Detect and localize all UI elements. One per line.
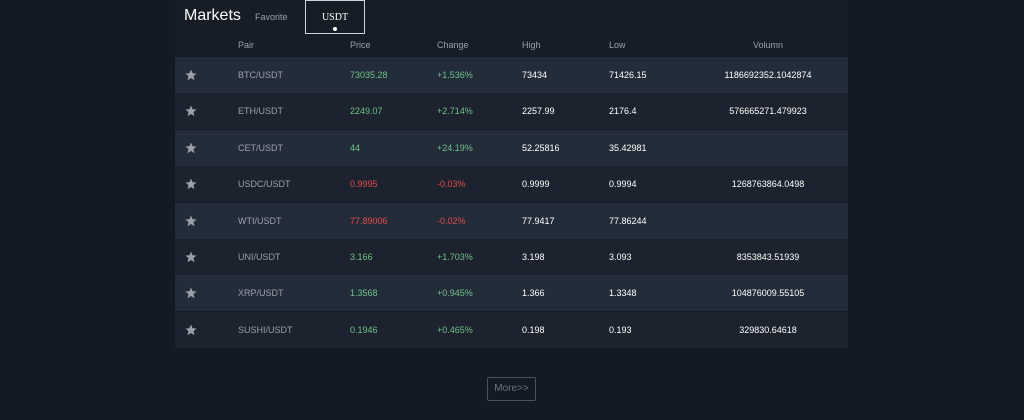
cell-0: CET/USDT: [238, 142, 283, 153]
cell-5: 1268763864.0498: [731, 179, 805, 190]
table-row: [175, 57, 848, 93]
favorite-star[interactable]: [185, 324, 197, 336]
cell-4: 3.093: [609, 252, 632, 262]
cell-0: WTI/USDT: [238, 215, 282, 226]
cell-3: 77.9417: [522, 215, 555, 226]
star-shape: [185, 69, 197, 81]
cell-3: 0.198: [522, 324, 545, 335]
cell-1: 0.1946: [350, 324, 378, 335]
star-shape: [185, 287, 197, 299]
table-row: [175, 311, 848, 348]
favorite-star[interactable]: [185, 142, 197, 154]
favorite-star[interactable]: [185, 287, 197, 299]
cell-4: 71426.15: [609, 70, 647, 80]
cell-4: 35.42981: [609, 142, 647, 153]
cell-0: XRP/USDT: [238, 288, 284, 299]
column-header: Low: [609, 40, 626, 50]
table-row: [175, 239, 848, 275]
cell-5: 1186692352.1042874: [724, 70, 812, 80]
table-row: [175, 275, 848, 312]
star-shape: [185, 178, 197, 190]
table-row: [175, 202, 848, 239]
tab-indicator: [333, 27, 337, 31]
title: Markets: [184, 7, 241, 24]
cell-1: 2249.07: [350, 106, 383, 117]
star-shape: [185, 251, 197, 263]
cell-1: 44: [350, 142, 361, 153]
column-header: Price: [350, 40, 371, 50]
cell-0: ETH/USDT: [238, 106, 283, 117]
cell-1: 1.3568: [350, 288, 378, 299]
cell-4: 1.3348: [609, 288, 637, 299]
column-header: Change: [437, 40, 469, 50]
cell-3: 52.25816: [522, 142, 560, 153]
cell-1: 3.166: [350, 252, 373, 262]
table-row: [175, 93, 848, 130]
cell-3: 0.9999: [522, 179, 550, 190]
cell-4: 77.86244: [609, 215, 647, 226]
tab-usdt[interactable]: USDT: [305, 0, 365, 34]
cell-2: +0.945%: [437, 288, 473, 299]
column-header: Volumn: [752, 40, 784, 50]
star-shape: [185, 142, 197, 153]
cell-2: +24.19%: [437, 142, 473, 153]
star-shape: [185, 215, 197, 226]
cell-5: 8353843.51939: [736, 252, 800, 262]
cell-3: 1.366: [522, 288, 545, 299]
cell-4: 2176.4: [609, 106, 637, 117]
cell-3: 73434: [522, 70, 548, 80]
cell-1: 73035.28: [350, 70, 388, 80]
favorite-star[interactable]: [185, 251, 197, 263]
star-shape: [185, 324, 197, 335]
cell-1: 77.89006: [350, 215, 388, 226]
cell-0: USDC/USDT: [238, 179, 291, 190]
table-row: [175, 129, 848, 166]
favorite-star[interactable]: [185, 178, 197, 190]
cell-3: 2257.99: [522, 106, 555, 117]
cell-0: UNI/USDT: [238, 252, 281, 262]
tab-label: USDT: [321, 12, 349, 23]
table-row: [175, 166, 848, 203]
cell-5: 576665271.479923: [729, 106, 807, 117]
cell-4: 0.9994: [609, 179, 637, 190]
cell-2: +1.536%: [437, 70, 473, 80]
favorite-star[interactable]: [185, 105, 197, 117]
cell-5: 329830.64618: [739, 324, 797, 335]
tab-favorite[interactable]: Favorite: [255, 12, 288, 22]
column-header: High: [522, 40, 541, 50]
favorite-star[interactable]: [185, 215, 197, 227]
cell-2: -0.02%: [437, 215, 466, 226]
cell-2: +1.703%: [437, 252, 473, 262]
cell-3: 3.198: [522, 252, 545, 262]
cell-0: SUSHI/USDT: [238, 324, 293, 335]
cell-2: +2.714%: [437, 106, 473, 117]
cell-2: +0.465%: [437, 324, 473, 335]
more-button[interactable]: More>>: [487, 377, 536, 401]
cell-0: BTC/USDT: [238, 70, 283, 80]
cell-5: 104876009.55105: [731, 288, 805, 299]
cell-2: -0.03%: [437, 179, 466, 190]
cell-4: 0.193: [609, 324, 632, 335]
favorite-star[interactable]: [185, 69, 197, 81]
star-shape: [185, 105, 197, 117]
column-header: Pair: [238, 40, 255, 50]
cell-1: 0.9995: [350, 179, 378, 190]
